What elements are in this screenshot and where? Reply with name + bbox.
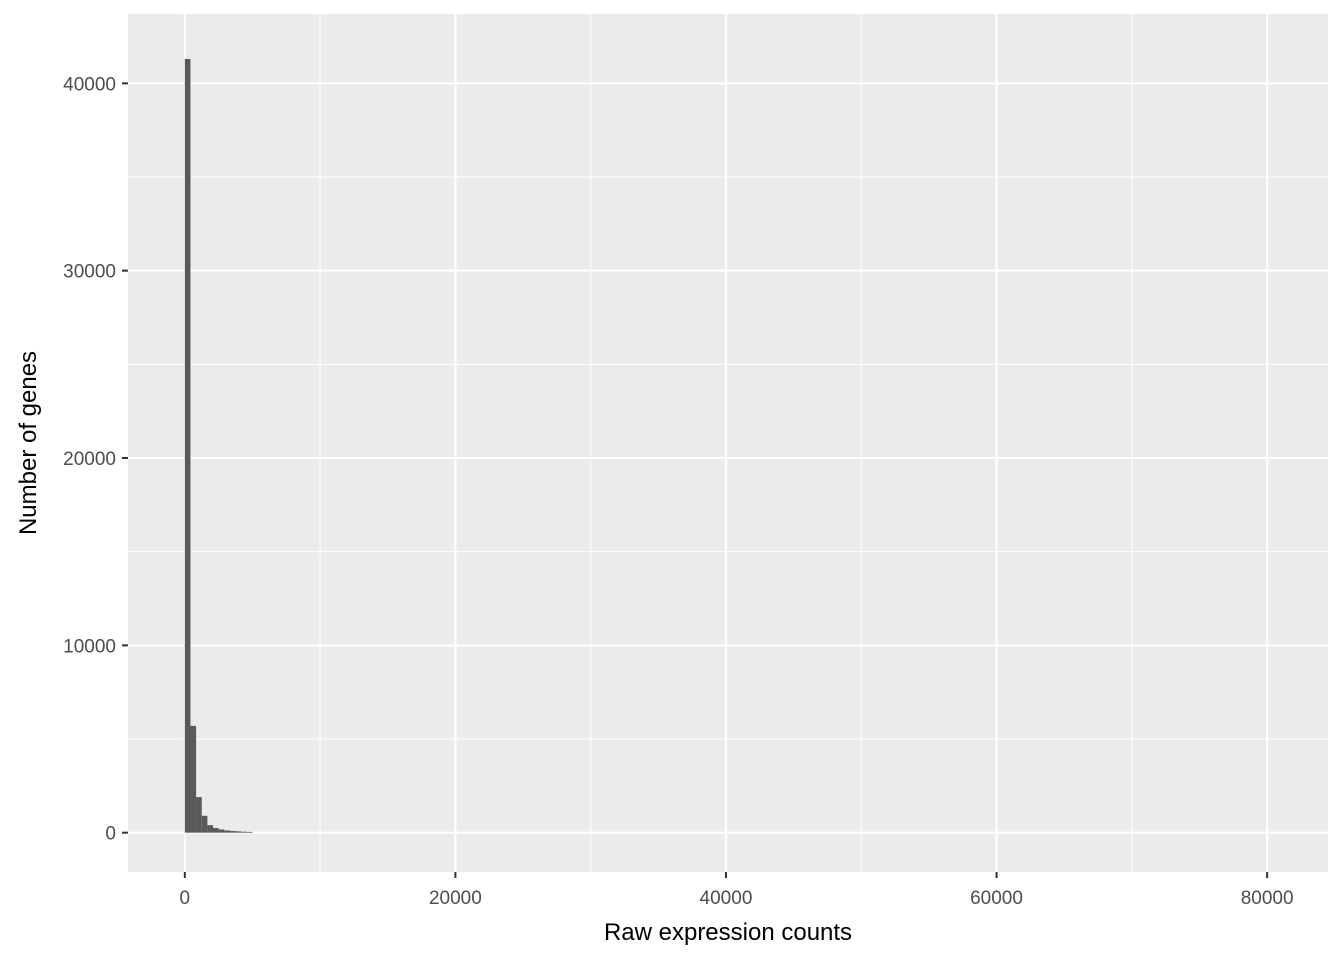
- x-tick-label: 40000: [700, 888, 753, 909]
- x-axis: 0 20000 40000 60000 80000: [180, 872, 1294, 909]
- histogram-bar: [184, 58, 191, 833]
- histogram-bar: [246, 831, 253, 833]
- y-tick-label: 20000: [63, 449, 116, 470]
- y-tick-label: 40000: [63, 74, 116, 95]
- grid-major: [128, 14, 1328, 872]
- histogram-bar: [207, 825, 214, 833]
- x-axis-title: Raw expression counts: [604, 919, 852, 946]
- y-axis: 0 10000 20000 30000 40000: [63, 74, 128, 845]
- histogram-bar: [213, 827, 219, 833]
- y-tick-label: 0: [105, 824, 116, 845]
- x-tick-label: 80000: [1241, 888, 1294, 909]
- histogram-bar: [218, 829, 225, 833]
- histogram-bar: [190, 725, 197, 833]
- histogram-bars: [184, 58, 253, 833]
- histogram-bar: [229, 830, 236, 833]
- histogram-bar: [224, 830, 230, 833]
- y-tick-label: 30000: [63, 262, 116, 283]
- histogram-bar: [235, 831, 242, 833]
- histogram-bar: [201, 815, 208, 833]
- histogram-bar: [241, 831, 247, 833]
- x-tick-label: 60000: [970, 888, 1023, 909]
- plot-panel: [128, 14, 1328, 872]
- histogram-bar: [196, 797, 202, 833]
- y-tick-label: 10000: [63, 636, 116, 657]
- x-tick-label: 20000: [429, 888, 482, 909]
- grid-minor: [128, 14, 1328, 872]
- y-axis-title: Number of genes: [15, 351, 42, 535]
- x-tick-label: 0: [180, 888, 191, 909]
